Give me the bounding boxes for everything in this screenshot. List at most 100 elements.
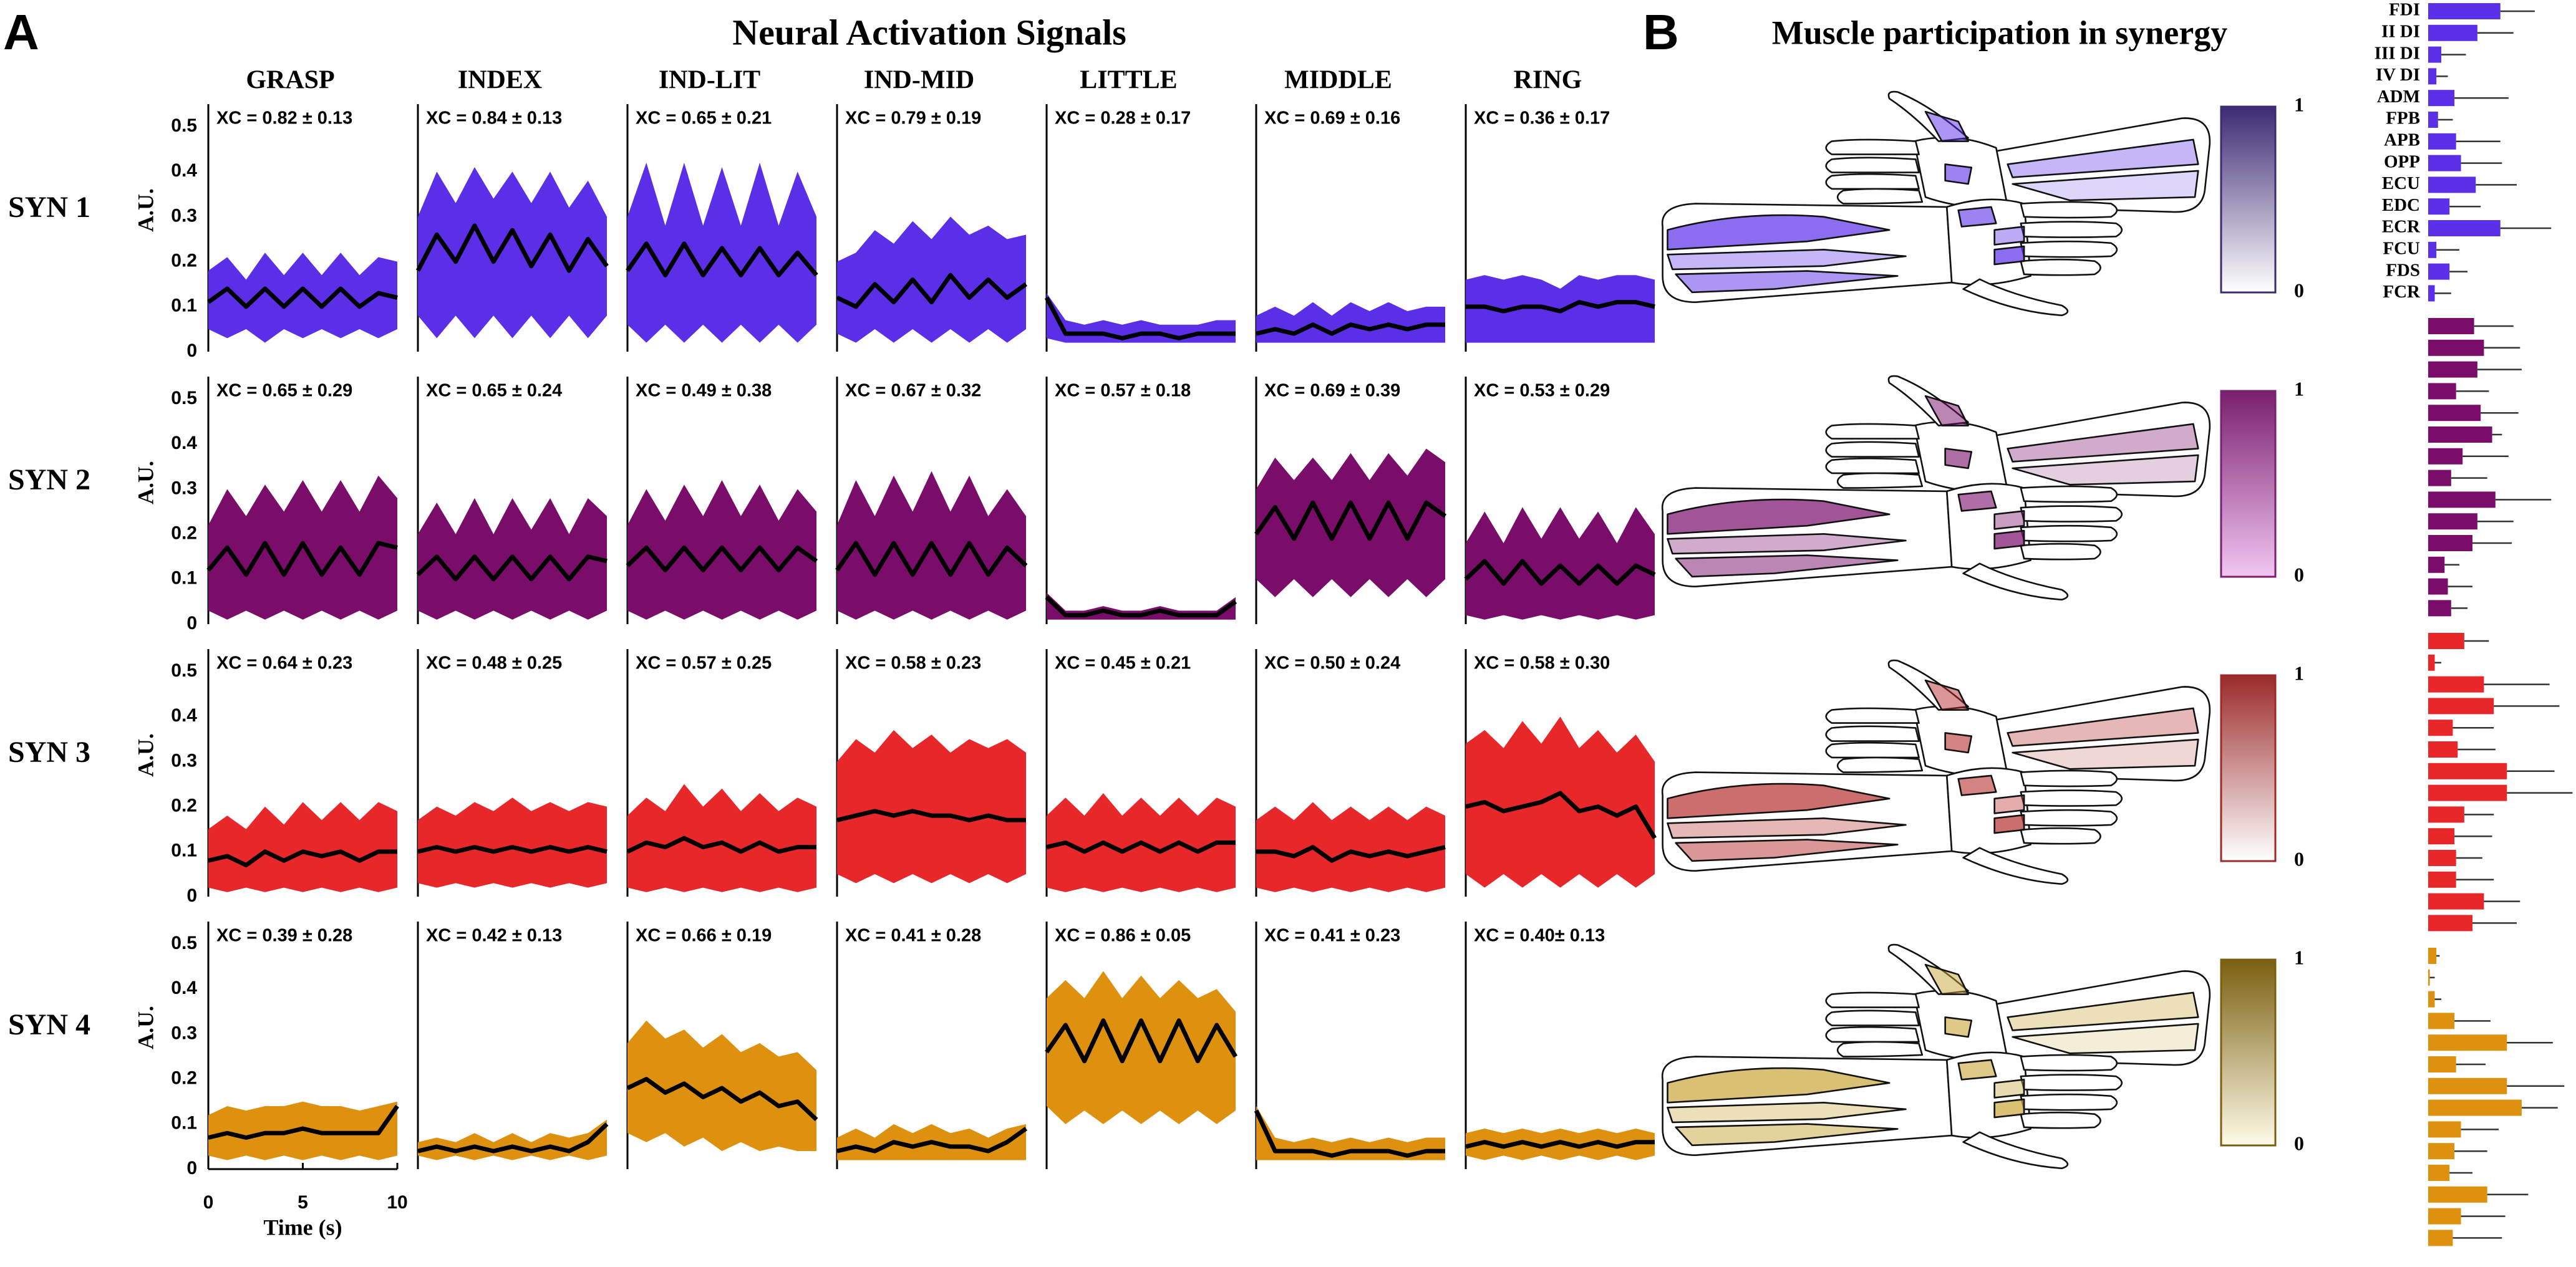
cross-correlation: XC = 0.66 ± 0.19 [636,926,772,946]
colorbar-tick-label: 0 [2294,1132,2304,1154]
bar [2428,176,2476,193]
bar [2428,448,2463,465]
colorbar-tick-label: 1 [2294,946,2304,968]
bar [2428,24,2477,41]
bar [2428,155,2461,171]
colorbar-tick-label: 0 [2294,847,2304,870]
panel-title: Muscle participation in synergy [1772,14,2227,51]
y-tick-label: 0.4 [171,705,197,726]
bar [2428,405,2481,422]
bar [2428,1056,2456,1072]
mean-line [416,554,608,582]
bar [2428,1143,2455,1160]
bar [2428,1013,2455,1029]
y-axis-label: A.U. [133,461,158,504]
bar [2428,720,2453,736]
arm-diagrams [1661,90,2211,1170]
y-tick-label: 0.4 [171,433,197,453]
cross-correlation: XC = 0.36 ± 0.17 [1474,108,1610,128]
signal-band [208,253,397,343]
bar [2428,46,2442,63]
y-tick-label: 0.5 [171,115,197,136]
mean-line [1254,500,1447,541]
mean-line [208,1104,399,1140]
bar [2428,1099,2522,1116]
muscle-label: II DI [2381,21,2420,41]
bar [2428,198,2450,215]
y-tick-label: 0 [186,1158,197,1178]
cross-correlation: XC = 0.53 ± 0.29 [1474,381,1610,401]
y-tick-label: 0.5 [171,388,197,408]
bar [2428,241,2437,258]
x-axis-label: Time (s) [263,1215,342,1240]
bar [2428,491,2496,508]
cross-correlation: XC = 0.58 ± 0.30 [1474,653,1610,673]
muscle-label: ADM [2377,87,2420,107]
panel-label: B [1643,4,1679,60]
signal-band [1466,716,1655,888]
muscle-label: FDS [2386,260,2420,280]
signal-band [837,216,1026,343]
bar [2428,90,2455,107]
signal-band [1047,971,1236,1124]
mean-line [1045,595,1237,618]
mean-line [415,223,609,273]
muscle-label: FCU [2383,238,2420,258]
muscle-label: APB [2384,130,2420,150]
y-tick-label: 0.4 [171,978,197,998]
bar [2428,633,2464,649]
bar [2428,339,2484,356]
mean-line [1046,840,1236,854]
column-header: IND-MID [864,66,974,95]
y-tick-label: 0.2 [171,523,197,544]
mean-line [1256,845,1446,863]
bar [2428,220,2501,236]
bar [2428,1165,2450,1181]
colorbar [2220,105,2277,294]
bar [2428,556,2445,573]
mean-line [1254,1109,1445,1158]
bar [2428,850,2456,866]
y-tick-label: 0 [186,340,197,361]
mean-line [626,545,818,572]
y-axis-label: A.U. [133,1006,158,1049]
mean-line [836,1127,1028,1154]
muscle-label: FCR [2383,282,2421,302]
signal-band [208,802,397,892]
signal-band [1466,507,1655,620]
bar [2428,1230,2453,1246]
signal-band [627,1020,816,1152]
muscle-label: ECR [2382,217,2421,237]
mean-line [1045,1018,1238,1064]
bar [2428,784,2507,801]
bar [2428,383,2456,400]
signal-band [1256,802,1445,892]
x-tick-label: 5 [298,1192,308,1213]
signal-band [1256,302,1445,343]
row-label: SYN 2 [8,463,90,496]
muscle-label: EDC [2382,195,2420,215]
cross-correlation: XC = 0.28 ± 0.17 [1055,108,1191,128]
muscle-label: IV DI [2376,65,2420,85]
mean-line [836,272,1028,309]
cross-correlation: XC = 0.84 ± 0.13 [426,108,562,128]
signal-band [1047,293,1236,343]
bar [2428,513,2477,530]
y-tick-label: 0 [186,885,197,906]
cross-correlation: XC = 0.79 ± 0.19 [845,108,981,128]
signal-band [1256,448,1445,597]
colorbar [2220,958,2277,1147]
y-tick-label: 0.5 [171,660,197,681]
cross-correlation: XC = 0.48 ± 0.25 [426,653,562,673]
bar [2428,893,2484,910]
bar [2428,285,2435,302]
bar [2428,133,2456,150]
bar [2428,1077,2507,1094]
muscle-label: OPP [2384,152,2420,171]
mean-line [206,541,398,577]
bar [2428,535,2473,551]
signal-band [1466,1129,1655,1160]
bar [2428,1208,2461,1225]
signal-band [837,730,1026,884]
